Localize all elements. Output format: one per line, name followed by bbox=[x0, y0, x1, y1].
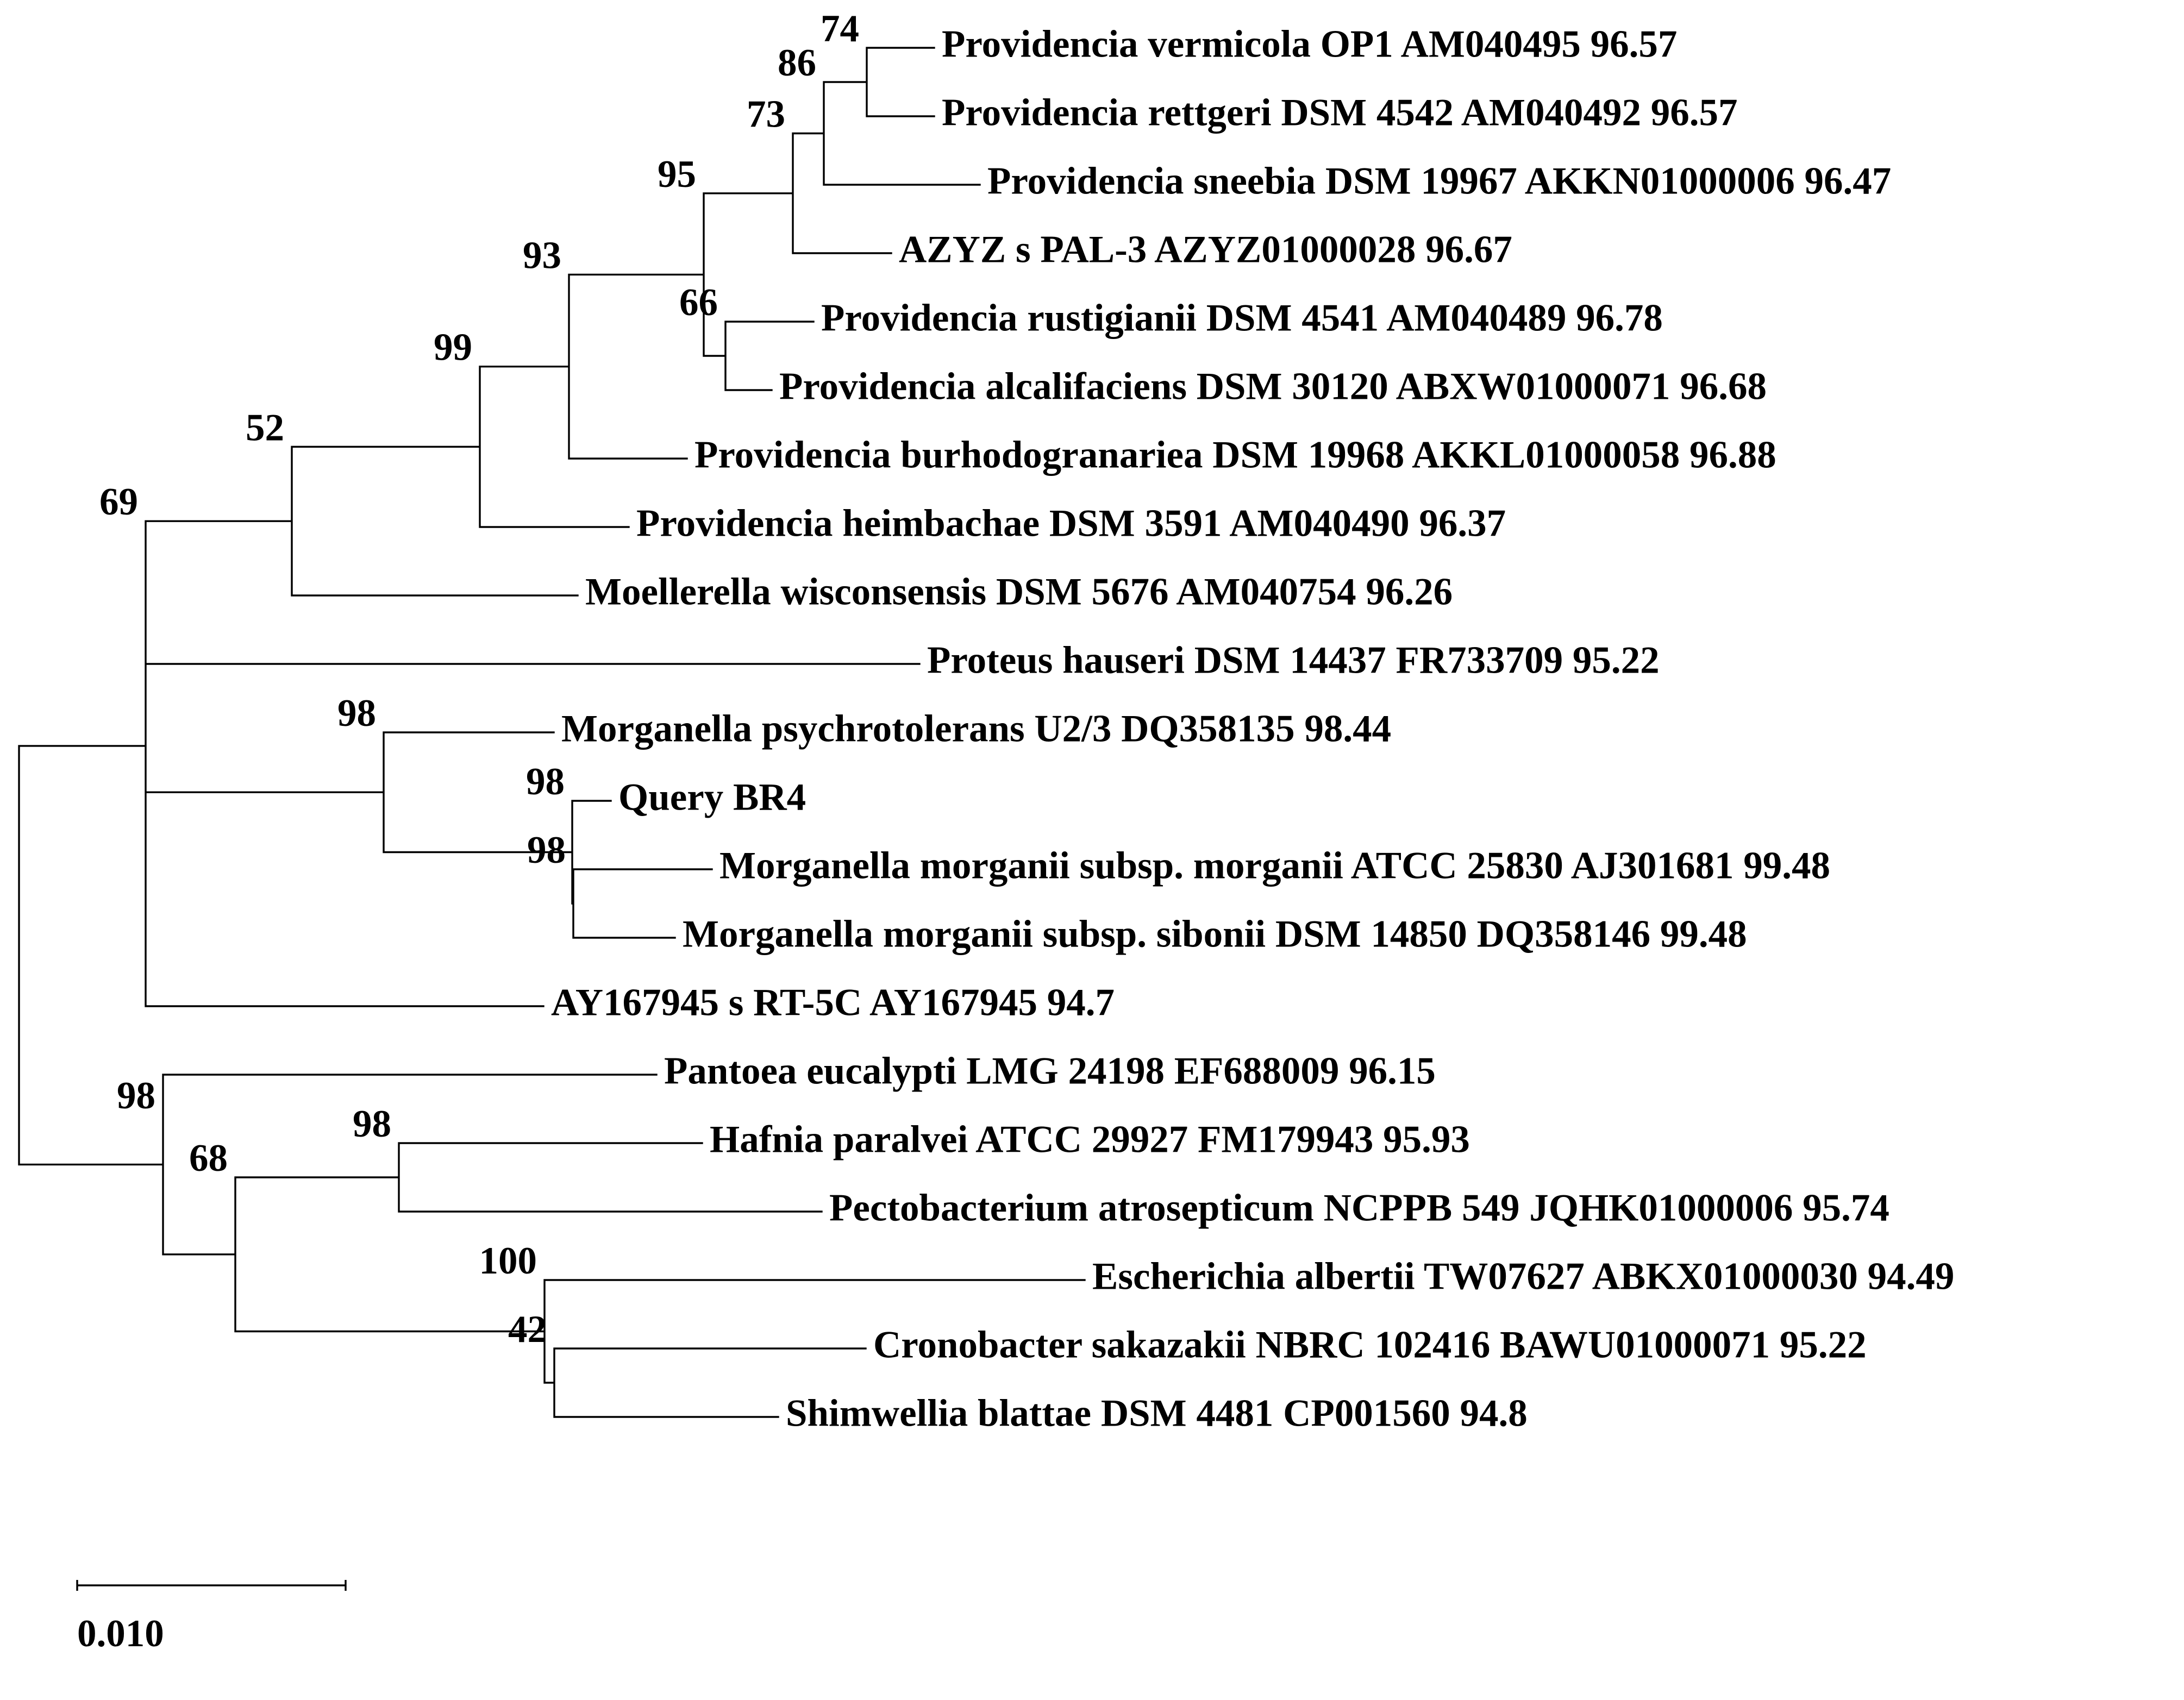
svg-text:Morganella morganii subsp. mor: Morganella morganii subsp. morganii ATCC… bbox=[719, 844, 1830, 887]
svg-text:Providencia burhodogranariea D: Providencia burhodogranariea DSM 19968 A… bbox=[694, 434, 1776, 476]
svg-text:73: 73 bbox=[747, 93, 785, 136]
svg-text:98: 98 bbox=[353, 1103, 391, 1145]
svg-text:98: 98 bbox=[526, 761, 565, 803]
svg-text:0.010: 0.010 bbox=[77, 1613, 164, 1655]
svg-text:Hafnia paralvei ATCC 29927 FM1: Hafnia paralvei ATCC 29927 FM179943 95.9… bbox=[710, 1118, 1470, 1160]
svg-text:93: 93 bbox=[523, 234, 561, 277]
svg-text:Morganella psychrotolerans U2/: Morganella psychrotolerans U2/3 DQ358135… bbox=[561, 707, 1391, 750]
svg-text:Shimwellia blattae DSM 4481 CP: Shimwellia blattae DSM 4481 CP001560 94.… bbox=[786, 1392, 1528, 1434]
svg-text:66: 66 bbox=[679, 281, 718, 324]
svg-text:Providencia vermicola OP1 AM04: Providencia vermicola OP1 AM040495 96.57 bbox=[942, 23, 1677, 65]
svg-text:Cronobacter sakazakii NBRC 102: Cronobacter sakazakii NBRC 102416 BAWU01… bbox=[873, 1323, 1867, 1366]
svg-text:52: 52 bbox=[246, 406, 284, 449]
svg-text:Providencia rustigianii DSM 45: Providencia rustigianii DSM 4541 AM04048… bbox=[821, 297, 1663, 339]
svg-text:68: 68 bbox=[189, 1137, 228, 1180]
svg-text:Escherichia albertii TW07627 A: Escherichia albertii TW07627 ABKX0100003… bbox=[1092, 1255, 1954, 1297]
svg-text:AZYZ s PAL-3 AZYZ01000028 96.6: AZYZ s PAL-3 AZYZ01000028 96.67 bbox=[899, 228, 1512, 271]
svg-text:Query BR4: Query BR4 bbox=[618, 776, 806, 818]
svg-text:69: 69 bbox=[99, 481, 138, 523]
svg-text:Proteus hauseri DSM 14437 FR73: Proteus hauseri DSM 14437 FR733709 95.22 bbox=[927, 639, 1660, 681]
svg-text:Pectobacterium atrosepticum NC: Pectobacterium atrosepticum NCPPB 549 JQ… bbox=[829, 1187, 1889, 1229]
svg-text:95: 95 bbox=[658, 153, 696, 196]
svg-text:98: 98 bbox=[337, 692, 376, 735]
svg-text:Providencia rettgeri DSM 4542: Providencia rettgeri DSM 4542 AM040492 9… bbox=[942, 91, 1737, 134]
svg-text:74: 74 bbox=[821, 8, 859, 50]
svg-text:Pantoea eucalypti LMG 24198 EF: Pantoea eucalypti LMG 24198 EF688009 96.… bbox=[664, 1050, 1436, 1092]
svg-text:AY167945 s RT-5C AY167945 94.7: AY167945 s RT-5C AY167945 94.7 bbox=[551, 981, 1115, 1024]
svg-text:Providencia sneebia DSM 19967: Providencia sneebia DSM 19967 AKKN010000… bbox=[987, 160, 1891, 202]
svg-text:99: 99 bbox=[434, 327, 472, 369]
svg-text:98: 98 bbox=[117, 1075, 155, 1117]
svg-text:Moellerella wisconsensis DSM 5: Moellerella wisconsensis DSM 5676 AM0407… bbox=[585, 570, 1453, 613]
svg-text:Morganella morganii subsp. sib: Morganella morganii subsp. sibonii DSM 1… bbox=[683, 913, 1747, 955]
svg-text:Providencia heimbachae DSM 359: Providencia heimbachae DSM 3591 AM040490… bbox=[636, 502, 1506, 544]
svg-text:98: 98 bbox=[527, 829, 566, 871]
svg-text:42: 42 bbox=[508, 1308, 547, 1351]
svg-text:Providencia alcalifaciens DSM: Providencia alcalifaciens DSM 30120 ABXW… bbox=[779, 365, 1767, 407]
svg-text:100: 100 bbox=[479, 1240, 537, 1282]
svg-text:86: 86 bbox=[778, 42, 816, 84]
